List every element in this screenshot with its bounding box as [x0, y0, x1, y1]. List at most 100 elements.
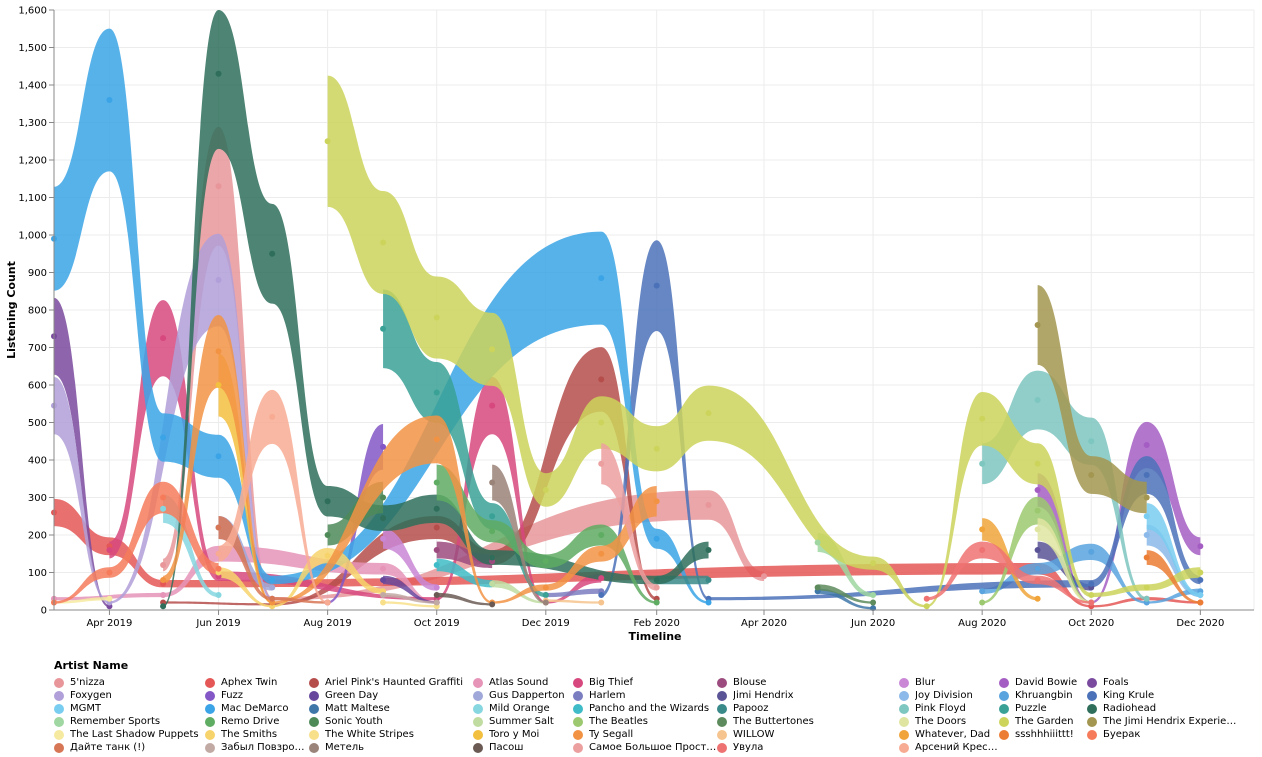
legend-item[interactable]: Green Day — [309, 689, 473, 702]
legend-item[interactable]: Remember Sports — [54, 715, 205, 728]
point-the-beatles — [1034, 507, 1041, 514]
point-увула — [979, 547, 986, 553]
legend-symbol — [899, 729, 909, 740]
legend-label: Забыл Повзрослеть — [221, 742, 309, 753]
point-radiohead — [653, 577, 660, 583]
legend-item[interactable]: 5'nizza — [54, 676, 205, 689]
band-арсений-креститель — [218, 389, 328, 604]
point-remember-sports — [814, 539, 821, 546]
point-самое-большое-простое-чи — [598, 460, 605, 467]
legend-item[interactable]: Дайте танк (!) — [54, 741, 205, 754]
legend-item[interactable]: Radiohead — [1087, 702, 1237, 715]
y-tick-label: 700 — [28, 343, 47, 354]
point-radiohead — [269, 250, 276, 257]
point-the-garden — [1034, 460, 1041, 467]
legend-item[interactable]: Буерак — [1087, 728, 1237, 741]
legend-item[interactable]: Арсений Креститель — [899, 741, 999, 754]
point-david-bowie — [1143, 442, 1150, 448]
legend-symbol — [205, 703, 215, 714]
point-green-day — [380, 577, 387, 583]
point-метель — [489, 479, 496, 486]
legend-label: Sonic Youth — [325, 716, 383, 727]
legend-item[interactable]: The Buttertones — [717, 715, 899, 728]
legend-item[interactable]: Pink Floyd — [899, 702, 999, 715]
legend-item[interactable]: The White Stripes — [309, 728, 473, 741]
point-арсений-креститель — [324, 599, 331, 606]
legend-item[interactable]: Whatever, Dad — [899, 728, 999, 741]
legend-item[interactable]: Khruangbin — [999, 689, 1087, 702]
legend-item[interactable]: Blur — [899, 676, 999, 689]
legend-item[interactable]: WILLOW — [717, 728, 899, 741]
legend-item[interactable]: The Doors — [899, 715, 999, 728]
legend-item[interactable]: Забыл Повзрослеть — [205, 741, 309, 754]
band-mgmt — [1146, 503, 1201, 598]
x-tick-label: Apr 2020 — [741, 618, 787, 629]
legend-item[interactable]: Ariel Pink's Haunted Graffiti — [309, 676, 473, 689]
legend-item[interactable]: Harlem — [573, 689, 717, 702]
legend-item[interactable]: Gus Dapperton — [473, 689, 573, 702]
legend-symbol — [999, 677, 1009, 688]
legend-symbol — [54, 690, 64, 701]
legend-item[interactable]: The Last Shadow Puppets — [54, 728, 205, 741]
point-mac-demarco — [598, 275, 605, 282]
legend-item[interactable]: ssshhhiiittt! — [999, 728, 1087, 741]
legend-item[interactable]: Пасош — [473, 741, 573, 754]
legend-item[interactable]: Blouse — [717, 676, 899, 689]
point-joy-division — [1143, 532, 1150, 538]
point-mgmt — [1197, 592, 1204, 598]
legend-item[interactable]: Puzzle — [999, 702, 1087, 715]
legend-item[interactable]: The Beatles — [573, 715, 717, 728]
legend-item[interactable]: Foals — [1087, 676, 1237, 689]
point-radiohead — [489, 554, 496, 561]
legend-item[interactable]: Увула — [717, 741, 899, 754]
legend-item[interactable]: David Bowie — [999, 676, 1087, 689]
band-the-doors — [1037, 518, 1092, 604]
legend-item[interactable]: Mac DeMarco — [205, 702, 309, 715]
point-sonic-youth — [380, 494, 387, 501]
legend-item[interactable]: Aphex Twin — [205, 676, 309, 689]
legend-item[interactable]: Sonic Youth — [309, 715, 473, 728]
legend-label: The Garden — [1015, 716, 1074, 727]
legend-item[interactable]: Jimi Hendrix — [717, 689, 899, 702]
legend-item[interactable]: Метель — [309, 741, 473, 754]
legend-item[interactable]: Remo Drive — [205, 715, 309, 728]
legend-symbol — [999, 690, 1009, 701]
legend-item[interactable]: Atlas Sound — [473, 676, 573, 689]
legend-item[interactable]: Summer Salt — [473, 715, 573, 728]
legend-item[interactable]: Big Thief — [573, 676, 717, 689]
legend-item[interactable]: Foxygen — [54, 689, 205, 702]
y-tick-label: 0 — [41, 606, 47, 617]
legend-symbol — [999, 729, 1009, 740]
legend-label: Puzzle — [1015, 703, 1047, 714]
legend-symbol — [54, 716, 64, 727]
point-mgmt — [1143, 513, 1150, 520]
point-blur — [380, 535, 387, 542]
legend-item[interactable]: Pancho and the Wizards — [573, 702, 717, 715]
legend-item[interactable]: King Krule — [1087, 689, 1237, 702]
legend-item[interactable]: The Smiths — [205, 728, 309, 741]
legend-item[interactable]: Toro y Moi — [473, 728, 573, 741]
x-tick-label: Oct 2020 — [1068, 618, 1114, 629]
legend-item[interactable]: MGMT — [54, 702, 205, 715]
band-the-buttertones — [817, 584, 874, 604]
legend-item[interactable]: Fuzz — [205, 689, 309, 702]
point-atlas-sound — [160, 592, 167, 598]
point-king-krule — [1197, 577, 1204, 583]
legend-item[interactable]: Papooz — [717, 702, 899, 715]
legend-item[interactable]: The Garden — [999, 715, 1087, 728]
legend-symbol — [573, 690, 583, 701]
legend-item[interactable]: Joy Division — [899, 689, 999, 702]
y-tick-label: 900 — [28, 268, 47, 279]
legend-label: Самое Большое Простое Чи... — [589, 742, 717, 753]
legend-item[interactable]: Ty Segall — [573, 728, 717, 741]
legend-item[interactable]: Самое Большое Простое Чи... — [573, 741, 717, 754]
legend-item[interactable]: Matt Maltese — [309, 702, 473, 715]
legend-item[interactable]: The Jimi Hendrix Experience — [1087, 715, 1237, 728]
legend-symbol — [573, 703, 583, 714]
band-пасош — [436, 592, 493, 606]
band-the-garden — [327, 75, 1201, 608]
point-ty-segall — [653, 498, 660, 505]
legend-symbol — [1087, 703, 1097, 714]
legend-item[interactable]: Mild Orange — [473, 702, 573, 715]
point-remo-drive — [653, 599, 660, 606]
